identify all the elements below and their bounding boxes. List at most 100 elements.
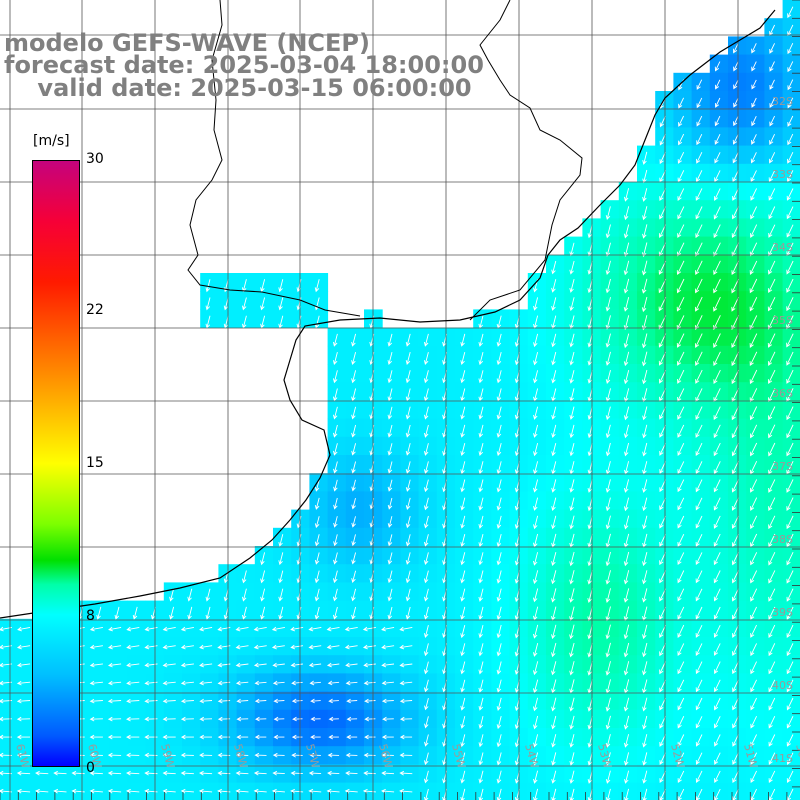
wind-arrow — [713, 588, 721, 602]
wind-arrow — [236, 716, 249, 722]
wind-arrow — [750, 152, 757, 164]
wind-arrow — [346, 716, 358, 722]
colorbar-tick-15: 15 — [86, 455, 104, 471]
wind-arrow — [642, 624, 648, 640]
wind-arrow — [533, 370, 539, 384]
wind-arrow — [460, 679, 466, 693]
wind-arrow — [551, 770, 557, 784]
wind-arrow — [551, 260, 557, 275]
wind-arrow — [89, 626, 103, 632]
wind-arrow — [714, 115, 721, 127]
wind-arrow — [364, 698, 376, 704]
wind-arrow — [278, 606, 284, 620]
wind-arrow — [253, 770, 267, 776]
wind-arrow — [713, 442, 721, 457]
wind-arrow — [605, 497, 611, 512]
wind-arrow — [278, 534, 284, 547]
wind-arrow — [205, 606, 211, 620]
wind-arrow — [162, 698, 176, 704]
wind-arrow — [768, 424, 776, 439]
wind-arrow — [551, 370, 557, 384]
wind-arrow — [423, 497, 429, 511]
wind-arrow — [569, 588, 575, 603]
wind-arrow — [89, 734, 103, 740]
wind-arrow — [786, 351, 794, 366]
wind-arrow — [387, 351, 393, 366]
wind-arrow — [695, 351, 703, 367]
wind-arrow — [332, 606, 338, 620]
wind-arrow — [768, 788, 776, 800]
wind-arrow — [478, 679, 484, 693]
wind-arrow — [768, 697, 776, 711]
wind-arrow — [387, 516, 393, 528]
wind-arrow — [605, 515, 611, 530]
latitude-label: 37S — [772, 460, 793, 473]
wind-arrow — [695, 606, 703, 620]
wind-arrow — [187, 606, 193, 620]
wind-arrow — [314, 479, 320, 492]
wind-arrow — [750, 515, 758, 530]
wind-arrow — [144, 734, 158, 740]
wind-arrow — [107, 716, 122, 722]
wind-arrow — [405, 606, 411, 620]
colorbar-tick-22: 22 — [86, 302, 104, 318]
wind-arrow — [786, 497, 794, 512]
wind-arrow — [731, 606, 739, 620]
wind-arrow — [180, 662, 194, 668]
colorbar-unit: [m/s] — [33, 133, 70, 149]
wind-arrow — [786, 624, 794, 639]
wind-arrow — [623, 260, 630, 276]
wind-arrow — [399, 716, 413, 722]
wind-arrow — [551, 479, 557, 493]
wind-arrow — [107, 662, 122, 668]
wind-arrow — [496, 734, 502, 748]
wind-arrow — [642, 151, 648, 165]
wind-arrow — [126, 680, 140, 686]
wind-arrow — [162, 626, 176, 632]
wind-arrow — [180, 626, 194, 632]
wind-arrow — [199, 626, 213, 632]
wind-arrow — [254, 680, 267, 686]
wind-arrow — [16, 734, 31, 740]
wind-arrow — [751, 97, 757, 108]
wind-arrow — [623, 515, 630, 530]
wind-arrow — [642, 770, 648, 784]
wind-arrow — [677, 588, 685, 602]
wind-arrow — [351, 351, 357, 366]
wind-arrow — [17, 626, 31, 632]
wind-arrow — [642, 642, 648, 658]
wind-arrow — [677, 716, 685, 729]
wind-arrow — [750, 588, 758, 602]
wind-arrow — [144, 698, 158, 704]
wind-arrow — [641, 315, 648, 331]
wind-arrow — [381, 698, 394, 704]
wind-arrow — [623, 588, 630, 603]
wind-arrow — [786, 442, 794, 457]
wind-arrow — [695, 442, 703, 457]
wind-arrow — [405, 461, 411, 474]
wind-arrow — [253, 626, 267, 632]
wind-arrow — [605, 734, 611, 748]
wind-arrow — [749, 333, 758, 348]
wind-arrow — [551, 734, 557, 748]
wind-arrow — [423, 370, 429, 384]
wind-arrow — [387, 406, 393, 420]
wind-arrow — [271, 626, 285, 632]
wind-arrow — [460, 552, 466, 566]
wind-arrow — [768, 770, 776, 784]
wind-arrow — [310, 734, 321, 740]
wind-arrow — [733, 97, 739, 108]
wind-arrow — [642, 661, 648, 676]
wind-arrow — [641, 242, 648, 258]
wind-arrow — [290, 788, 304, 794]
wind-arrow — [423, 570, 429, 584]
wind-arrow — [533, 297, 539, 311]
wind-arrow — [351, 388, 357, 402]
wind-arrow — [260, 297, 266, 311]
wind-arrow — [235, 770, 249, 776]
wind-arrow — [768, 515, 776, 530]
wind-arrow — [478, 388, 484, 402]
wind-arrow — [332, 570, 338, 584]
wind-arrow — [126, 734, 140, 740]
longitude-label: 51W — [741, 742, 760, 770]
